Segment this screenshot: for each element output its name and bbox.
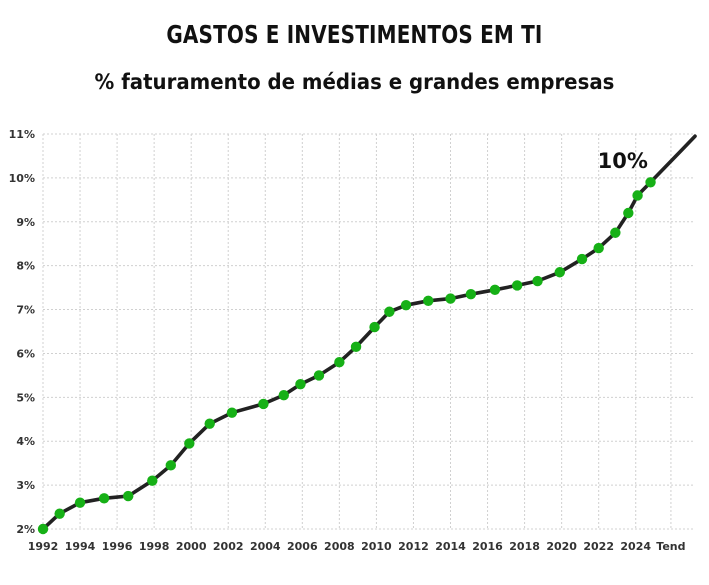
y-tick-label-9: 11% [9, 128, 35, 141]
y-tick-label-8: 10% [9, 172, 35, 185]
data-point-17 [384, 306, 395, 317]
data-point-21 [465, 288, 477, 300]
x-tick-label-14: 2020 [546, 540, 577, 553]
x-tick-label-13: 2018 [509, 540, 540, 553]
y-tick-label-1: 3% [16, 479, 35, 492]
data-point-11 [278, 389, 289, 401]
annotation-label-0: 10% [598, 149, 648, 173]
data-point-22 [489, 284, 501, 296]
y-tick-label-7: 9% [16, 216, 35, 229]
data-point-31 [645, 177, 656, 188]
x-tick-label-10: 2012 [398, 540, 429, 553]
data-point-3 [98, 493, 110, 504]
data-point-0 [37, 523, 49, 535]
trend-line [648, 134, 697, 185]
x-tick-label-17: Tend [656, 540, 685, 553]
data-point-9 [226, 407, 238, 418]
data-point-18 [400, 299, 412, 311]
series-layer [41, 134, 697, 531]
chart-title: GASTOS E INVESTIMENTOS EM TI [166, 20, 543, 49]
data-point-19 [423, 295, 434, 306]
chart-subtitle: % faturamento de médias e grandes empres… [94, 70, 615, 94]
y-tick-label-6: 8% [16, 260, 35, 273]
x-tick-label-5: 2002 [213, 540, 244, 553]
x-tick-label-2: 1996 [102, 540, 133, 553]
x-tick-label-7: 2006 [287, 540, 318, 553]
data-point-25 [554, 267, 565, 278]
data-point-27 [593, 242, 604, 254]
marker-layer [37, 177, 656, 535]
x-tick-label-9: 2010 [361, 540, 392, 553]
y-tick-label-2: 4% [16, 435, 35, 448]
data-point-30 [632, 190, 643, 201]
data-point-10 [258, 398, 269, 410]
data-point-24 [532, 275, 543, 287]
x-tick-label-12: 2016 [472, 540, 503, 553]
data-point-1 [54, 508, 65, 519]
data-point-13 [313, 370, 325, 381]
x-tick-label-0: 1992 [28, 540, 59, 553]
x-tick-label-1: 1994 [65, 540, 96, 553]
data-point-5 [147, 475, 158, 486]
annotation-layer: 10% [598, 149, 648, 173]
axis-layer: 2% 3% 4% 5% 6% 7% 8% 9% 10% 11% 1992 1994 1996 1998 20… [9, 128, 686, 553]
data-point-28 [610, 227, 621, 238]
data-point-20 [445, 293, 456, 304]
x-tick-label-15: 2022 [583, 540, 614, 553]
data-point-12 [295, 378, 306, 390]
x-tick-label-3: 1998 [139, 540, 170, 553]
x-tick-label-6: 2004 [250, 540, 281, 553]
y-tick-label-3: 5% [16, 391, 35, 404]
y-tick-label-5: 7% [16, 304, 35, 317]
data-point-8 [204, 418, 215, 429]
data-point-14 [334, 357, 345, 368]
data-point-23 [511, 280, 523, 291]
data-point-2 [74, 497, 86, 508]
y-tick-label-4: 6% [16, 347, 35, 360]
data-point-26 [576, 253, 588, 265]
data-point-4 [123, 490, 134, 502]
x-tick-label-16: 2024 [620, 540, 651, 553]
data-point-15 [350, 341, 362, 353]
data-point-29 [623, 207, 634, 219]
data-point-6 [165, 460, 177, 471]
x-tick-label-4: 2000 [176, 540, 207, 553]
data-point-7 [184, 438, 195, 449]
series-line [41, 180, 653, 531]
y-tick-label-0: 2% [16, 523, 35, 536]
data-point-16 [369, 321, 380, 333]
x-tick-label-11: 2014 [435, 540, 466, 553]
x-tick-label-8: 2008 [324, 540, 355, 553]
